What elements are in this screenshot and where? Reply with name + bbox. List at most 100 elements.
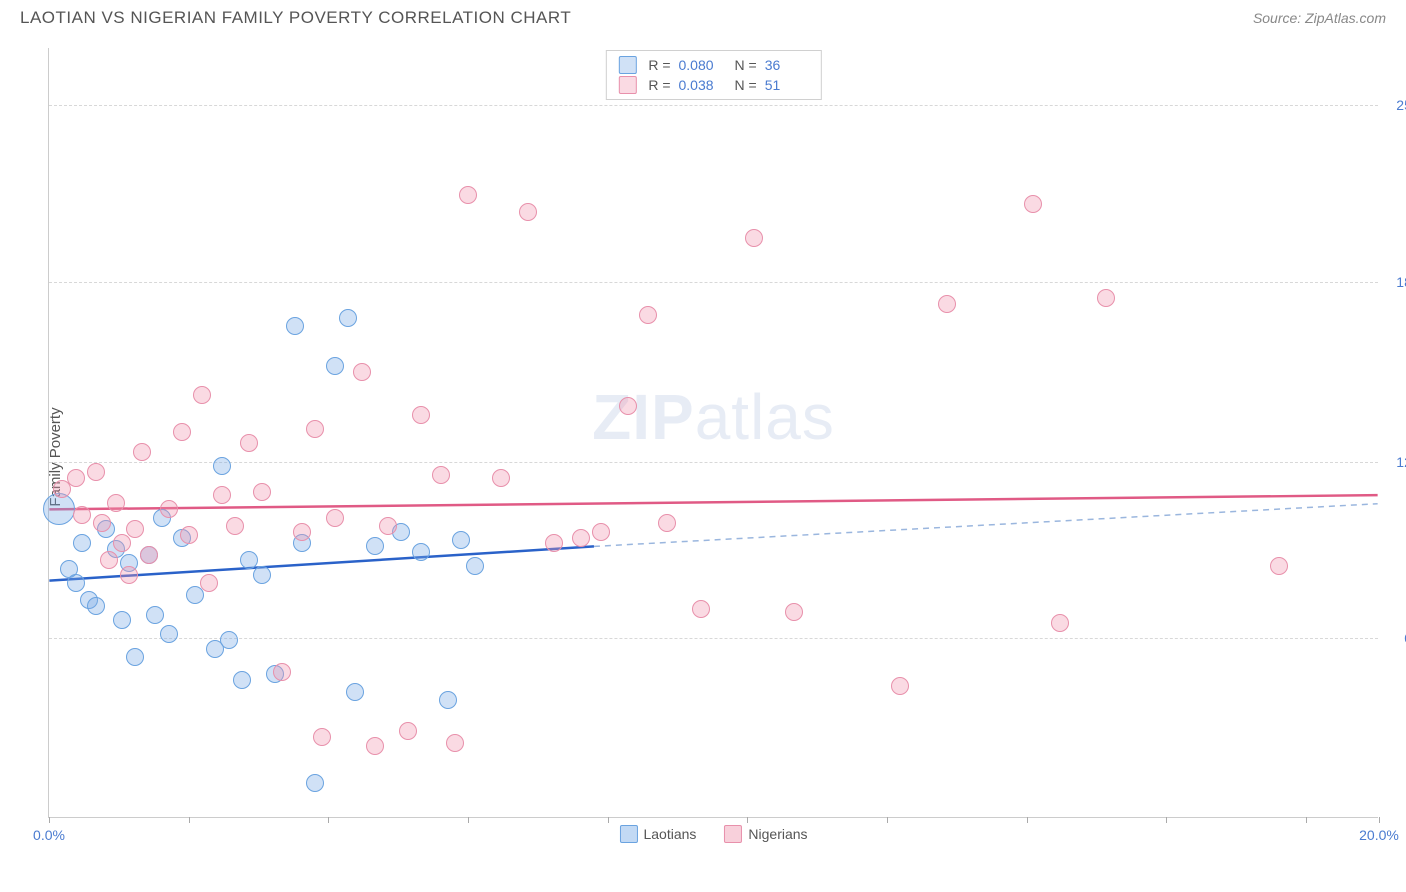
xtick: [1166, 817, 1167, 823]
gridline: [49, 282, 1378, 283]
data-point: [326, 509, 344, 527]
data-point: [592, 523, 610, 541]
legend-row-nigerians: R = 0.038 N = 51: [618, 75, 808, 95]
data-point: [459, 186, 477, 204]
data-point: [253, 483, 271, 501]
data-point: [286, 317, 304, 335]
data-point: [220, 631, 238, 649]
data-point: [745, 229, 763, 247]
data-point: [67, 469, 85, 487]
legend-item-nigerians: Nigerians: [724, 825, 807, 843]
xtick: [608, 817, 609, 823]
data-point: [160, 500, 178, 518]
xtick-label: 20.0%: [1359, 827, 1399, 843]
data-point: [67, 574, 85, 592]
data-point: [692, 600, 710, 618]
data-point: [399, 722, 417, 740]
data-point: [73, 534, 91, 552]
data-point: [93, 514, 111, 532]
data-point: [313, 728, 331, 746]
gridline: [49, 638, 1378, 639]
data-point: [306, 774, 324, 792]
data-point: [339, 309, 357, 327]
bottom-legend: Laotians Nigerians: [619, 825, 807, 843]
swatch-icon: [619, 825, 637, 843]
xtick: [49, 817, 50, 823]
data-point: [619, 397, 637, 415]
data-point: [446, 734, 464, 752]
data-point: [87, 597, 105, 615]
chart-title: LAOTIAN VS NIGERIAN FAMILY POVERTY CORRE…: [20, 8, 571, 28]
xtick: [747, 817, 748, 823]
data-point: [200, 574, 218, 592]
data-point: [938, 295, 956, 313]
data-point: [785, 603, 803, 621]
data-point: [87, 463, 105, 481]
watermark: ZIPatlas: [592, 380, 835, 454]
chart-container: Family Poverty ZIPatlas R = 0.080 N = 36…: [0, 32, 1406, 882]
data-point: [346, 683, 364, 701]
data-point: [432, 466, 450, 484]
data-point: [366, 537, 384, 555]
data-point: [126, 648, 144, 666]
data-point: [226, 517, 244, 535]
data-point: [1024, 195, 1042, 213]
data-point: [658, 514, 676, 532]
data-point: [412, 543, 430, 561]
data-point: [113, 534, 131, 552]
data-point: [146, 606, 164, 624]
xtick: [189, 817, 190, 823]
gridline: [49, 105, 1378, 106]
data-point: [492, 469, 510, 487]
data-point: [113, 611, 131, 629]
xtick-label: 0.0%: [33, 827, 65, 843]
data-point: [326, 357, 344, 375]
data-point: [1270, 557, 1288, 575]
data-point: [213, 457, 231, 475]
xtick: [887, 817, 888, 823]
data-point: [100, 551, 118, 569]
xtick: [468, 817, 469, 823]
data-point: [180, 526, 198, 544]
data-point: [1051, 614, 1069, 632]
data-point: [1097, 289, 1115, 307]
header: LAOTIAN VS NIGERIAN FAMILY POVERTY CORRE…: [0, 0, 1406, 32]
ytick-label: 18.8%: [1384, 274, 1406, 290]
data-point: [126, 520, 144, 538]
ytick-label: 12.5%: [1384, 454, 1406, 470]
legend-item-laotians: Laotians: [619, 825, 696, 843]
data-point: [366, 737, 384, 755]
data-point: [140, 546, 158, 564]
data-point: [353, 363, 371, 381]
data-point: [173, 423, 191, 441]
ytick-label: 6.3%: [1384, 630, 1406, 646]
gridline: [49, 462, 1378, 463]
data-point: [306, 420, 324, 438]
data-point: [107, 494, 125, 512]
data-point: [253, 566, 271, 584]
ytick-label: 25.0%: [1384, 97, 1406, 113]
legend-row-laotians: R = 0.080 N = 36: [618, 55, 808, 75]
data-point: [233, 671, 251, 689]
data-point: [240, 434, 258, 452]
source-label: Source: ZipAtlas.com: [1253, 10, 1386, 26]
data-point: [452, 531, 470, 549]
data-point: [43, 493, 75, 525]
data-point: [439, 691, 457, 709]
xtick: [328, 817, 329, 823]
data-point: [412, 406, 430, 424]
data-point: [545, 534, 563, 552]
data-point: [466, 557, 484, 575]
swatch-icon: [724, 825, 742, 843]
data-point: [73, 506, 91, 524]
xtick: [1306, 817, 1307, 823]
data-point: [240, 551, 258, 569]
data-point: [193, 386, 211, 404]
data-point: [891, 677, 909, 695]
xtick: [1027, 817, 1028, 823]
swatch-laotians: [618, 56, 636, 74]
trend-lines: [49, 48, 1378, 817]
r-value-nigerians: 0.038: [679, 77, 723, 93]
data-point: [293, 523, 311, 541]
plot-area: ZIPatlas R = 0.080 N = 36 R = 0.038 N = …: [48, 48, 1378, 818]
